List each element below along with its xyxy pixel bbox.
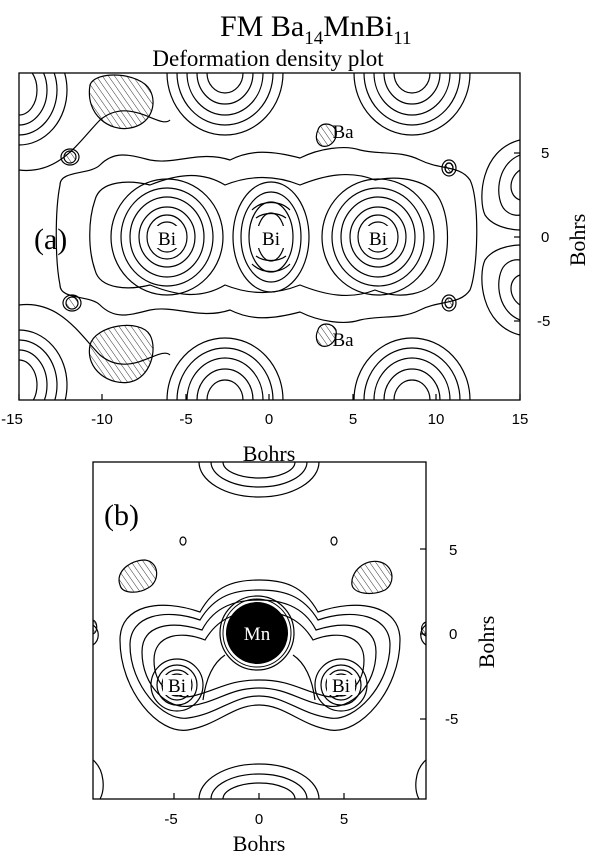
panel-b-ytick: -5	[445, 711, 458, 728]
panel-b-negative-regions	[93, 559, 426, 637]
panel-a-xtick: 5	[349, 411, 357, 428]
panel-a-negative-regions	[63, 74, 454, 384]
panel-b: Mn Bi Bi (b) -5 0 5 5 0	[92, 461, 499, 856]
panel-b-xtick: 0	[255, 811, 263, 828]
panel-a-bi-middle-rings	[232, 181, 310, 293]
atom-label-ba-top: Ba	[332, 122, 354, 143]
panel-b-y-axis-label: Bohrs	[474, 616, 499, 669]
panel-b-x-tick-labels: -5 0 5	[164, 811, 348, 828]
title-subscript-14: 14	[304, 28, 324, 49]
panel-a-x-tick-marks	[18, 394, 521, 400]
panel-a-top-clusters	[19, 73, 471, 172]
panel-a-ytick: 0	[541, 229, 549, 246]
panel-a-atom-labels: Bi Bi Bi Ba Ba	[152, 122, 393, 351]
panel-b-ytick: 0	[449, 626, 457, 643]
atom-label-bi-middle: Bi	[262, 229, 280, 250]
atom-label-bi-left: Bi	[158, 229, 176, 250]
panel-a-y-tick-labels: 5 0 -5	[537, 145, 550, 330]
panel-a-ytick: -5	[537, 313, 550, 330]
panel-b-atom-labels: Bi Bi	[163, 675, 355, 697]
panel-b-x-tick-marks	[173, 793, 345, 799]
main-title: FM Ba14MnBi11	[220, 10, 412, 49]
panel-b-xtick: 5	[340, 811, 348, 828]
panel-b-x-axis-label: Bohrs	[233, 831, 286, 856]
panel-a-x-tick-labels: -15 -10 -5 0 5 10 15	[1, 411, 528, 428]
atom-label-bi-left: Bi	[168, 676, 186, 697]
panel-a: Bi Bi Bi Ba Ba (a) -15 -10 -5 0 5 1	[1, 72, 590, 466]
title-mid: MnBi	[323, 10, 393, 43]
panel-a-y-tick-marks	[514, 152, 520, 322]
panel-a-bottom-clusters	[19, 303, 471, 400]
panel-b-y-tick-labels: 5 0 -5	[445, 542, 458, 728]
title-subscript-11: 11	[393, 28, 411, 49]
atom-label-bi-right: Bi	[332, 676, 350, 697]
atom-label-ba-bottom: Ba	[332, 330, 354, 351]
panel-b-mn-core	[219, 595, 295, 671]
panel-a-xtick: 10	[428, 411, 445, 428]
panel-a-xtick: 0	[265, 411, 273, 428]
title-prefix: FM Ba	[220, 10, 304, 43]
panel-a-xtick: -10	[91, 411, 113, 428]
panel-b-label: (b)	[104, 499, 139, 532]
atom-label-bi-right: Bi	[369, 229, 387, 250]
atom-label-mn: Mn	[244, 624, 271, 645]
panel-a-xtick: 15	[512, 411, 529, 428]
panel-a-right-lobes	[481, 139, 520, 336]
panel-a-label: (a)	[34, 223, 67, 256]
panel-b-xtick: -5	[164, 811, 177, 828]
panel-a-xtick: -5	[179, 411, 192, 428]
panel-a-y-axis-label: Bohrs	[565, 214, 590, 267]
panel-a-xtick: -15	[1, 411, 23, 428]
subtitle: Deformation density plot	[152, 46, 384, 71]
panel-a-ytick: 5	[541, 145, 549, 162]
panel-b-ytick: 5	[449, 542, 457, 559]
panel-b-y-tick-marks	[420, 548, 426, 720]
